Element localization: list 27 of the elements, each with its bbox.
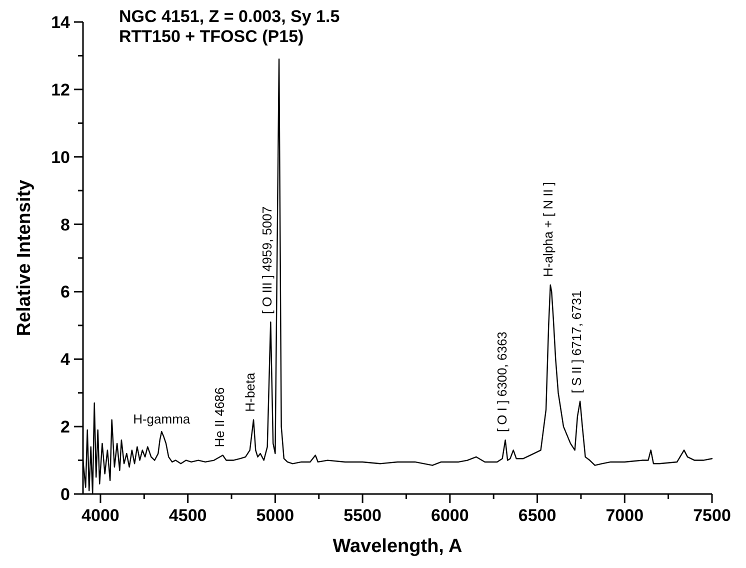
annotation: [ O III ] 4959, 5007 [260,206,275,314]
x-tick-label: 6500 [518,506,556,525]
chart-title: NGC 4151, Z = 0.003, Sy 1.5 [119,7,340,26]
y-tick-label: 2 [60,418,70,437]
annotation: H-alpha + [ N II ] [540,182,556,277]
x-tick-label: 5500 [344,506,382,525]
y-tick-label: 8 [60,215,70,234]
x-tick-label: 5000 [256,506,294,525]
y-tick-label: 4 [60,350,71,370]
y-tick-label: 6 [60,282,70,302]
annotation: [ S II ] 6717, 6731 [569,290,584,394]
x-tick-label: 7000 [606,506,644,525]
x-tick-label: 4500 [168,506,207,525]
y-tick-label: 0 [60,485,70,504]
x-tick-label: 6000 [431,506,469,525]
y-tick-label: 14 [51,13,71,32]
y-axis-title: Relative Intensity [14,179,35,336]
x-axis-title: Wavelength, A [332,536,463,557]
x-tick-label: 7500 [693,506,731,525]
chart-subtitle: RTT150 + TFOSC (P15) [119,27,304,46]
annotation: H-beta [242,372,258,412]
annotation: He II 4686 [212,387,227,448]
y-tick-label: 10 [51,148,70,167]
y-tick-label: 12 [51,80,70,100]
x-tick-label: 4000 [82,506,120,525]
annotation: H-gamma [133,412,191,427]
annotation: [ O I ] 6300, 6363 [494,332,510,432]
